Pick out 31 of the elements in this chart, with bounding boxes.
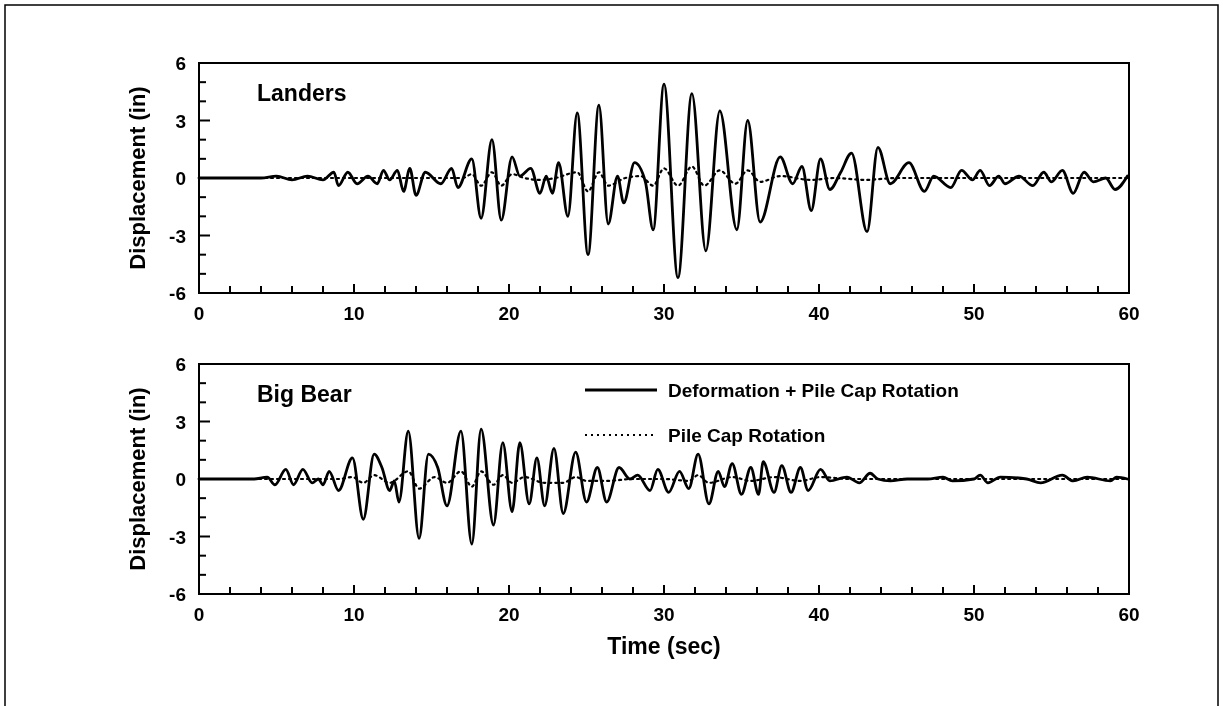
text: Big Bear xyxy=(257,381,352,407)
x-tick-label: 0 xyxy=(193,303,205,324)
x-tick-label: 60 xyxy=(1118,604,1140,625)
x-tick-label: 20 xyxy=(498,604,520,625)
y-axis-title: Displacement (in) xyxy=(125,86,150,270)
y-tick-label: 6 xyxy=(175,354,186,375)
x-tick-label: 20 xyxy=(498,303,520,324)
legend-label: Deformation + Pile Cap Rotation xyxy=(668,380,959,401)
x-tick-label: 40 xyxy=(808,604,830,625)
x-tick-label: 50 xyxy=(963,604,985,625)
x-tick-label: 30 xyxy=(653,604,675,625)
x-tick-label: 10 xyxy=(343,303,365,324)
x-tick-label: 60 xyxy=(1118,303,1140,324)
y-tick-label: 3 xyxy=(175,110,186,132)
y-tick-label: -6 xyxy=(169,283,186,304)
text: Landers xyxy=(257,80,347,106)
y-tick-label: 0 xyxy=(175,469,186,490)
x-tick-label: 10 xyxy=(343,604,365,625)
x-tick-label: 40 xyxy=(808,303,830,324)
legend-label: Pile Cap Rotation xyxy=(668,425,826,446)
y-tick-label: -3 xyxy=(169,225,186,247)
y-axis-title: Displacement (in) xyxy=(125,387,150,571)
y-tick-label: 0 xyxy=(175,168,186,189)
x-axis-title: Time (sec) xyxy=(607,633,721,659)
y-tick-label: 6 xyxy=(175,53,186,74)
y-tick-label: -3 xyxy=(169,526,186,548)
x-tick-label: 50 xyxy=(963,303,985,324)
x-tick-label: 30 xyxy=(653,303,675,324)
x-tick-label: 0 xyxy=(193,604,205,625)
y-tick-label: 3 xyxy=(175,411,186,433)
y-tick-label: -6 xyxy=(169,584,186,605)
